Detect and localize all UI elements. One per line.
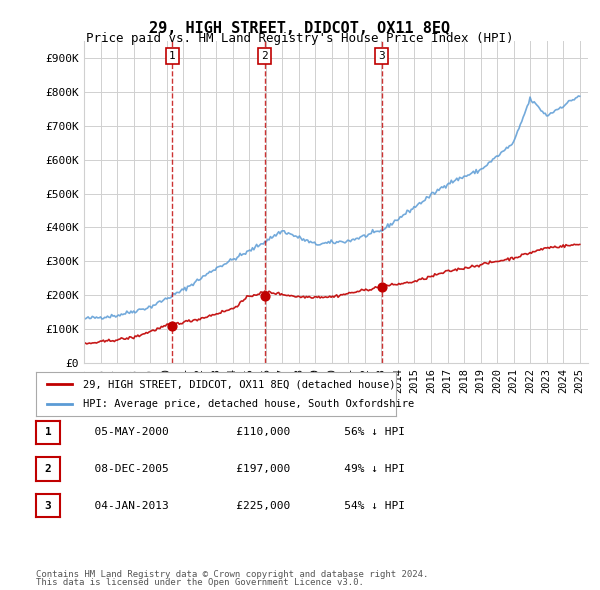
Text: 2: 2 <box>44 464 52 474</box>
Text: 04-JAN-2013          £225,000        54% ↓ HPI: 04-JAN-2013 £225,000 54% ↓ HPI <box>81 501 405 510</box>
Text: HPI: Average price, detached house, South Oxfordshire: HPI: Average price, detached house, Sout… <box>83 399 414 408</box>
Text: 3: 3 <box>44 501 52 510</box>
Text: 3: 3 <box>378 51 385 61</box>
Text: 1: 1 <box>44 428 52 437</box>
Text: 1: 1 <box>169 51 176 61</box>
Text: 2: 2 <box>261 51 268 61</box>
Point <box>167 321 177 330</box>
Text: Contains HM Land Registry data © Crown copyright and database right 2024.: Contains HM Land Registry data © Crown c… <box>36 570 428 579</box>
Point <box>377 282 386 291</box>
Text: 29, HIGH STREET, DIDCOT, OX11 8EQ (detached house): 29, HIGH STREET, DIDCOT, OX11 8EQ (detac… <box>83 379 395 389</box>
Text: 05-MAY-2000          £110,000        56% ↓ HPI: 05-MAY-2000 £110,000 56% ↓ HPI <box>81 428 405 437</box>
Text: 08-DEC-2005          £197,000        49% ↓ HPI: 08-DEC-2005 £197,000 49% ↓ HPI <box>81 464 405 474</box>
Text: This data is licensed under the Open Government Licence v3.0.: This data is licensed under the Open Gov… <box>36 578 364 587</box>
Text: 29, HIGH STREET, DIDCOT, OX11 8EQ: 29, HIGH STREET, DIDCOT, OX11 8EQ <box>149 21 451 35</box>
Point <box>260 291 269 301</box>
Text: Price paid vs. HM Land Registry's House Price Index (HPI): Price paid vs. HM Land Registry's House … <box>86 32 514 45</box>
